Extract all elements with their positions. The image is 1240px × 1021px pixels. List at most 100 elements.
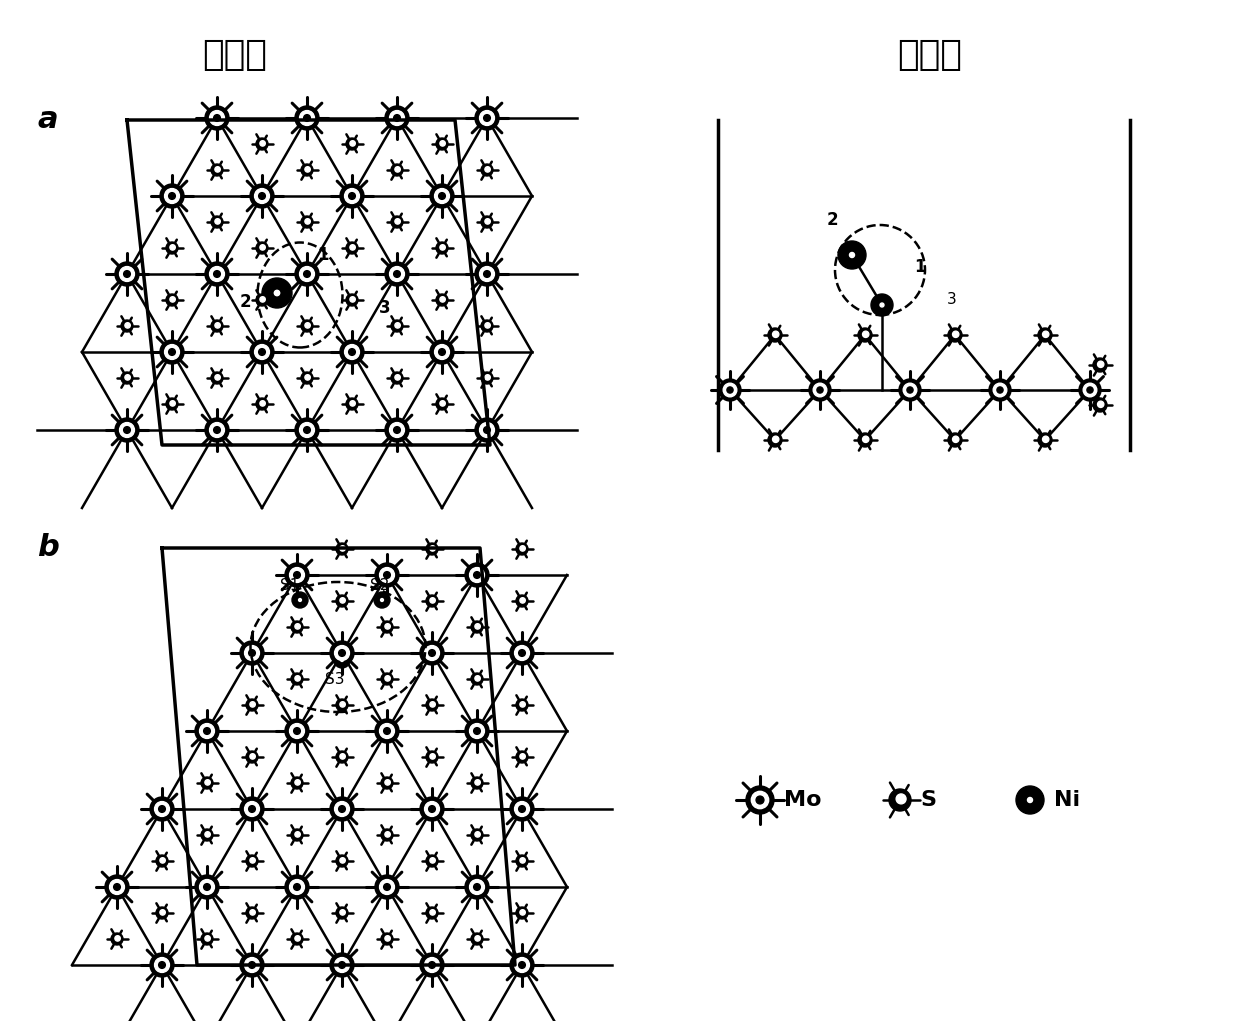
Circle shape: [334, 652, 350, 668]
Circle shape: [520, 910, 526, 915]
Circle shape: [213, 114, 221, 121]
Circle shape: [520, 858, 526, 863]
Circle shape: [384, 624, 391, 629]
Circle shape: [291, 673, 303, 685]
Circle shape: [295, 780, 300, 785]
Circle shape: [340, 910, 345, 915]
Circle shape: [394, 166, 401, 173]
Circle shape: [475, 935, 480, 941]
Circle shape: [436, 242, 448, 254]
Circle shape: [205, 418, 229, 442]
Circle shape: [858, 433, 872, 447]
Circle shape: [250, 753, 255, 759]
Circle shape: [249, 649, 255, 657]
Circle shape: [305, 323, 310, 328]
Circle shape: [430, 753, 435, 759]
Circle shape: [350, 297, 356, 302]
Circle shape: [424, 801, 439, 817]
Circle shape: [348, 193, 356, 199]
Circle shape: [516, 751, 528, 763]
Circle shape: [160, 858, 165, 863]
Circle shape: [305, 375, 310, 380]
Text: 侧视图: 侧视图: [898, 38, 962, 72]
Circle shape: [465, 563, 489, 587]
Circle shape: [485, 323, 490, 328]
Circle shape: [1016, 786, 1044, 814]
Circle shape: [295, 624, 300, 629]
Circle shape: [170, 400, 175, 406]
Circle shape: [215, 323, 221, 328]
Circle shape: [203, 728, 211, 734]
Circle shape: [150, 953, 174, 977]
Circle shape: [515, 958, 529, 972]
Circle shape: [350, 245, 356, 250]
Circle shape: [439, 348, 445, 355]
Circle shape: [516, 907, 528, 919]
Circle shape: [291, 777, 303, 789]
Circle shape: [430, 184, 454, 208]
Circle shape: [336, 751, 348, 763]
Circle shape: [211, 320, 223, 332]
Circle shape: [510, 797, 534, 821]
Circle shape: [166, 242, 179, 254]
Circle shape: [481, 372, 494, 384]
Circle shape: [124, 271, 130, 278]
Circle shape: [480, 266, 495, 282]
Circle shape: [254, 344, 269, 359]
Circle shape: [520, 753, 526, 759]
Circle shape: [291, 829, 303, 841]
Circle shape: [160, 910, 165, 915]
Circle shape: [254, 189, 269, 203]
Circle shape: [165, 189, 180, 203]
Circle shape: [340, 340, 365, 364]
Circle shape: [346, 294, 358, 306]
Text: 1: 1: [317, 246, 329, 264]
Circle shape: [465, 875, 489, 900]
Circle shape: [200, 724, 215, 738]
Circle shape: [1043, 331, 1049, 338]
Circle shape: [260, 141, 265, 146]
Circle shape: [241, 953, 264, 977]
Circle shape: [480, 110, 495, 126]
Circle shape: [484, 114, 490, 121]
Circle shape: [470, 724, 485, 738]
Circle shape: [336, 595, 348, 607]
Circle shape: [393, 114, 401, 121]
Circle shape: [250, 340, 274, 364]
Circle shape: [346, 242, 358, 254]
Circle shape: [122, 372, 133, 384]
Circle shape: [1092, 398, 1107, 412]
Circle shape: [259, 348, 265, 355]
Circle shape: [350, 141, 356, 146]
Circle shape: [440, 245, 445, 250]
Circle shape: [381, 829, 393, 841]
Circle shape: [250, 184, 274, 208]
Circle shape: [305, 218, 310, 224]
Circle shape: [255, 398, 268, 410]
Circle shape: [285, 719, 309, 743]
Circle shape: [374, 875, 399, 900]
Circle shape: [384, 106, 409, 130]
Circle shape: [166, 398, 179, 410]
Circle shape: [475, 262, 498, 286]
Circle shape: [195, 875, 219, 900]
Circle shape: [949, 328, 962, 342]
Circle shape: [384, 418, 409, 442]
Circle shape: [429, 806, 435, 813]
Circle shape: [169, 348, 175, 355]
Circle shape: [429, 962, 435, 968]
Circle shape: [391, 372, 403, 384]
Circle shape: [384, 262, 409, 286]
Circle shape: [300, 266, 315, 282]
Circle shape: [515, 645, 529, 661]
Circle shape: [244, 645, 259, 661]
Circle shape: [858, 328, 872, 342]
Text: 3: 3: [379, 299, 391, 317]
Circle shape: [285, 875, 309, 900]
Circle shape: [205, 780, 211, 785]
Circle shape: [427, 751, 438, 763]
Circle shape: [304, 427, 310, 433]
Circle shape: [379, 879, 394, 894]
Circle shape: [250, 910, 255, 915]
Circle shape: [125, 375, 130, 380]
